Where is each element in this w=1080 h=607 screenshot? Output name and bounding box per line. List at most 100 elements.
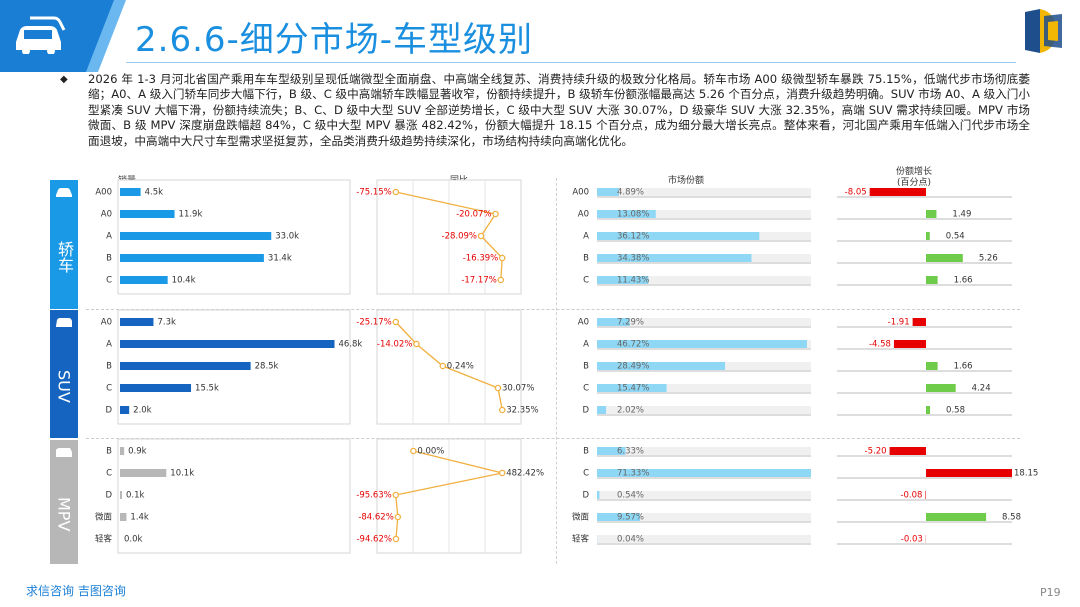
share-bar [597, 340, 807, 348]
brand-logo [1025, 9, 1062, 53]
share-bar [597, 406, 607, 414]
yoy-point [394, 513, 402, 521]
sales-data-label: 10.4k [172, 276, 196, 286]
sales-category-label: 微面 [95, 512, 113, 523]
yoy-data-label: -94.62% [356, 535, 391, 545]
growth-bar-negative [925, 491, 926, 499]
share-track [597, 406, 811, 414]
growth-bar-positive [926, 276, 938, 284]
share-data-label: 6.33% [617, 447, 644, 457]
share-category-label: A [583, 232, 589, 242]
share-track [597, 276, 811, 284]
sales-data-label: 0.0k [124, 535, 143, 545]
share-category-label: C [583, 276, 589, 286]
sales-data-label: 7.3k [157, 318, 176, 328]
yoy-point [392, 535, 400, 543]
yoy-point [410, 447, 417, 455]
growth-data-label: -0.08 [900, 491, 922, 501]
segment-label-sedan: 轿车 [55, 240, 74, 273]
growth-bar-positive [926, 362, 938, 370]
share-category-label: 微面 [572, 512, 590, 523]
segment-label-mpv: MPV [54, 496, 74, 532]
sales-bar [120, 469, 167, 477]
car-icon [16, 16, 66, 54]
growth-bar-negative [869, 188, 926, 196]
sales-data-label: 15.5k [195, 384, 219, 394]
suv-car-icon [50, 310, 78, 334]
growth-data-label: -8.05 [845, 188, 867, 198]
sales-data-label: 0.1k [126, 491, 145, 501]
growth-data-label: 1.66 [954, 276, 973, 286]
segment-tab-suv: SUV [50, 310, 78, 438]
footer-links[interactable]: 求信咨询 吉图咨询 [26, 584, 126, 598]
share-track [597, 513, 811, 521]
growth-data-label: 4.24 [972, 384, 991, 394]
yoy-point [498, 254, 506, 262]
growth-bar-positive [926, 210, 937, 218]
share-data-label: 11.43% [617, 276, 649, 286]
sales-data-label: 0.9k [128, 447, 147, 457]
share-category-label: A0 [578, 210, 589, 220]
share-data-label: 7.29% [617, 318, 644, 328]
sales-bar [120, 318, 154, 326]
share-category-label: A [583, 340, 589, 350]
segment-tab-sedan: 轿车 [50, 180, 78, 309]
share-track [597, 210, 811, 218]
column-header-growth-unit: (百分点) [896, 178, 932, 188]
header: 2.6.6-细分市场-车型级别 [0, 0, 1080, 80]
yoy-point [497, 276, 505, 284]
sales-data-label: 4.5k [145, 188, 164, 198]
yoy-data-label: 482.42% [506, 469, 544, 479]
growth-data-label: 18.15 [1014, 469, 1038, 479]
yoy-data-label: -75.15% [356, 188, 391, 198]
share-data-label: 34.38% [617, 254, 649, 264]
header-divider [126, 62, 1016, 63]
segment-tab-mpv: MPV [50, 440, 78, 564]
sales-bar [120, 340, 335, 348]
sales-category-label: A0 [101, 318, 112, 328]
sales-data-label: 11.9k [179, 210, 203, 220]
sales-category-label: A00 [95, 188, 112, 198]
sales-bar [120, 384, 192, 392]
share-category-label: 轻客 [572, 534, 590, 545]
share-data-label: 4.89% [617, 188, 644, 198]
sales-category-label: B [106, 362, 112, 372]
bullet-diamond-icon: ◆ [60, 74, 68, 85]
sales-bar [120, 513, 127, 521]
yoy-data-label: -16.39% [463, 254, 498, 264]
yoy-point [439, 362, 447, 370]
half-divider [556, 178, 557, 564]
share-data-label: 0.04% [617, 535, 644, 545]
yoy-point [392, 318, 400, 326]
sales-category-label: A [106, 340, 112, 350]
share-track [597, 535, 811, 543]
share-bar [597, 210, 656, 218]
growth-data-label: 5.26 [979, 254, 998, 264]
yoy-point [494, 384, 502, 392]
share-bar [597, 232, 760, 240]
yoy-point [413, 340, 420, 348]
share-data-label: 15.47% [617, 384, 649, 394]
sales-bar [120, 232, 272, 240]
column-header-share: 市场份额 [668, 176, 705, 186]
share-bar [597, 276, 649, 284]
yoy-data-label: -25.17% [356, 318, 391, 328]
sales-category-label: A [106, 232, 112, 242]
growth-data-label: 8.58 [1002, 513, 1021, 523]
growth-bar-positive [926, 513, 987, 521]
growth-data-label: 1.49 [952, 210, 971, 220]
growth-bar-positive [926, 232, 930, 240]
share-category-label: B [583, 254, 589, 264]
yoy-point [392, 188, 400, 196]
yoy-point [392, 491, 400, 499]
share-bar [597, 513, 641, 521]
sales-bar [120, 188, 141, 196]
summary-text: 2026 年 1-3 月河北省国产乘用车车型级别呈现低端微型全面崩盘、中高端全线… [88, 72, 1030, 148]
yoy-data-label: -20.07% [456, 210, 491, 220]
share-data-label: 0.54% [617, 491, 644, 501]
growth-bar-positive [926, 406, 931, 414]
sales-data-label: 1.4k [130, 513, 149, 523]
sales-data-label: 46.8k [339, 340, 363, 350]
growth-data-label: -1.91 [888, 318, 910, 328]
share-bar [597, 491, 600, 499]
